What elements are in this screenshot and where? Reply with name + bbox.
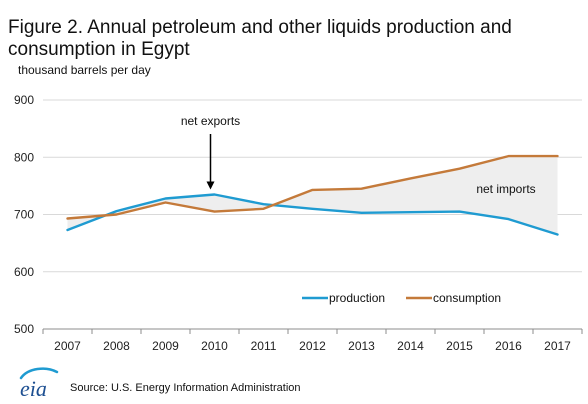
eia-logo: eia [19, 367, 59, 400]
legend-label-consumption: consumption [433, 291, 501, 305]
series-lines [66, 154, 559, 236]
series-line-consumption [66, 154, 559, 220]
footer: eia Source: U.S. Energy Information Admi… [18, 366, 418, 400]
x-tick-label: 2014 [397, 339, 424, 353]
logo-text: eia [20, 376, 47, 400]
y-tick-labels: 500 600 700 800 900 [14, 93, 34, 336]
x-tick-label: 2013 [348, 339, 375, 353]
x-tick-label: 2007 [54, 339, 81, 353]
x-tick-label: 2012 [299, 339, 326, 353]
y-tick-label: 700 [14, 208, 34, 222]
net-imports-annotation: net imports [476, 182, 535, 196]
y-tick-label: 500 [14, 322, 34, 336]
logo-arc [19, 367, 59, 380]
legend: production consumption [302, 291, 501, 305]
annotations: net exports net imports [181, 114, 536, 196]
x-tick-label: 2011 [251, 339, 277, 353]
x-tick-label: 2016 [495, 339, 522, 353]
gridlines [43, 99, 582, 330]
y-tick-label: 600 [14, 265, 34, 279]
shaded-gap-area [67, 156, 558, 235]
y-tick-label: 900 [14, 93, 34, 107]
net-exports-arrow-head [206, 181, 215, 190]
x-tick-label: 2010 [201, 339, 228, 353]
x-tick-label: 2017 [544, 339, 571, 353]
net-exports-annotation: net exports [181, 114, 240, 128]
chart-title: Figure 2. Annual petroleum and other liq… [8, 17, 512, 60]
x-tick-labels: 2007 2008 2009 2010 2011 2012 2013 2014 2015 2016… [42, 329, 583, 353]
x-tick-label: 2009 [152, 339, 179, 353]
source-note: Source: U.S. Energy Information Administ… [70, 382, 301, 394]
series-line-production [66, 193, 559, 236]
legend-label-production: production [329, 291, 385, 305]
gap-fill [67, 156, 558, 235]
x-tick-label: 2015 [446, 339, 473, 353]
x-tick-label: 2008 [103, 339, 130, 353]
y-tick-label: 800 [14, 150, 34, 164]
y-axis-unit-label: thousand barrels per day [18, 63, 151, 77]
